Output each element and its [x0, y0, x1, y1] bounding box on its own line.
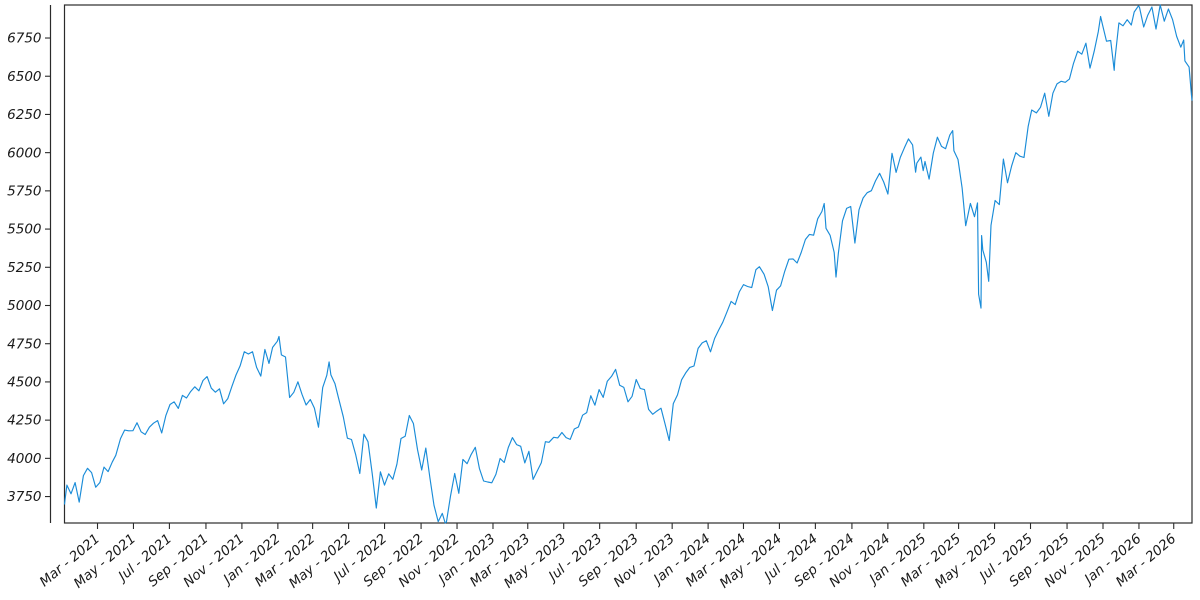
y-tick-label: 4500: [7, 375, 41, 391]
y-tick-label: 5500: [7, 222, 41, 238]
y-tick-label: 6500: [7, 69, 41, 85]
y-tick-label: 5250: [7, 260, 41, 276]
y-tick-label: 6250: [7, 107, 41, 123]
y-tick-label: 6000: [7, 145, 41, 161]
y-tick-label: 3750: [7, 489, 41, 505]
y-tick-label: 6750: [7, 31, 41, 47]
plot-border: [63, 4, 1193, 524]
y-tick-label: 5000: [7, 298, 41, 314]
y-tick-label: 4250: [7, 413, 41, 429]
y-tick-label: 4000: [7, 451, 41, 467]
y-tick-label: 5750: [7, 183, 41, 199]
y-tick-label: 4750: [7, 336, 41, 352]
y-axis-ticks: 3750 4000 4250 4500 4750 5000 5250 5500 5750 6000…: [7, 31, 51, 505]
price-line: [63, 4, 1193, 524]
